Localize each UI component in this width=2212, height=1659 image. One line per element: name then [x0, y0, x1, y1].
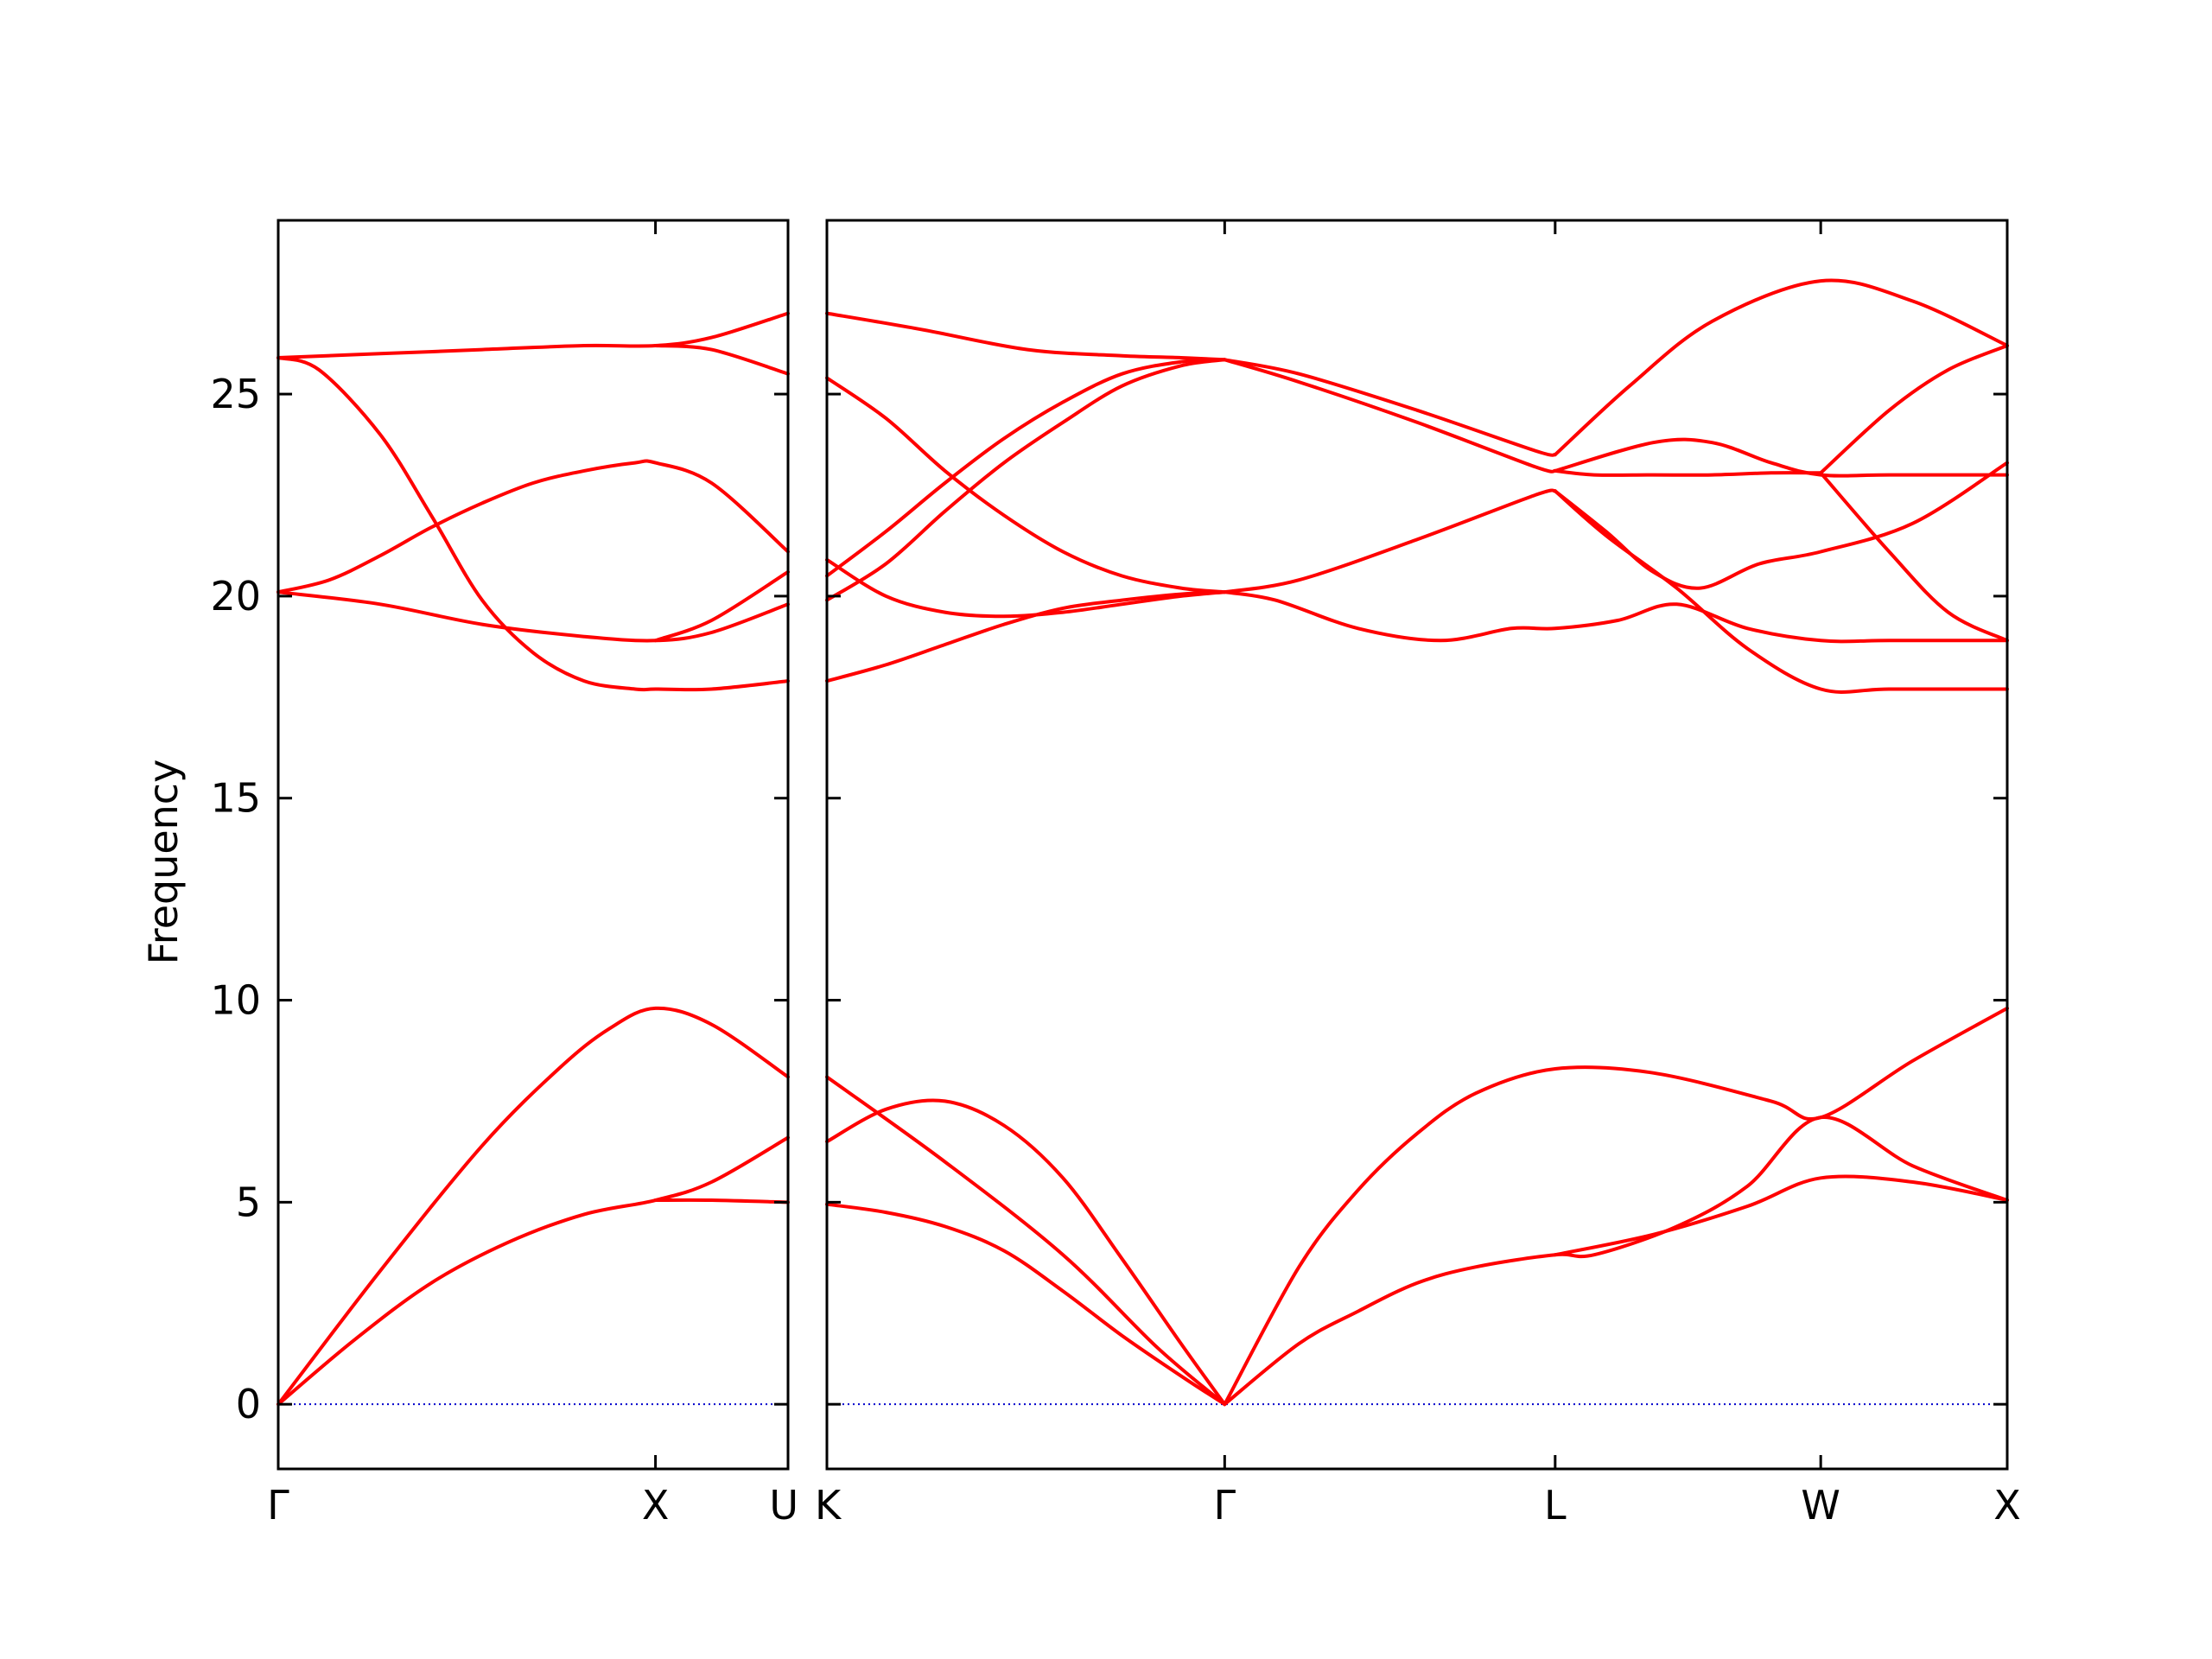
x-tick-label-right: X — [1993, 1482, 2021, 1529]
y-tick-label: 20 — [210, 573, 261, 620]
y-tick-label: 15 — [210, 775, 261, 822]
y-tick-label: 0 — [236, 1381, 261, 1427]
x-tick-label-right: Γ — [1214, 1482, 1236, 1529]
left-panel-band-8 — [653, 344, 790, 376]
left-panel-band-5 — [276, 356, 790, 692]
left-panel-band-4 — [276, 311, 790, 359]
right-panel-band-9 — [1553, 278, 2009, 457]
x-tick-label-left: X — [642, 1482, 670, 1529]
left-panel-band-9 — [653, 569, 790, 643]
left-panel-band-2 — [276, 1135, 790, 1407]
x-tick-label-left: Γ — [267, 1482, 289, 1529]
right-panel-band-23 — [1819, 471, 2009, 643]
left-panel: 0 5 10 15 20 25 Γ X U — [210, 219, 798, 1529]
y-tick-label: 25 — [210, 371, 261, 417]
right-panel-band-15 — [825, 590, 1227, 683]
y-tick-label: 10 — [210, 977, 261, 1024]
right-panel-band-20 — [1553, 489, 2009, 694]
right-panel-band-12 — [1223, 358, 1557, 474]
right-panel-band-11 — [825, 358, 1227, 602]
x-tick-label-left: U — [769, 1482, 798, 1529]
left-panel-band-1 — [276, 1006, 790, 1407]
x-tick-label-right: K — [815, 1482, 842, 1529]
left-panel-band-6 — [276, 459, 790, 594]
y-axis-label: Frequency — [140, 760, 187, 965]
right-panel-band-1 — [825, 1075, 1227, 1407]
right-panel-band-13 — [825, 376, 1227, 594]
x-tick-label-right: W — [1801, 1482, 1840, 1529]
left-panel-frame — [276, 219, 790, 1471]
right-panel-band-8 — [1223, 358, 1557, 457]
right-panel-bands — [825, 278, 2009, 1407]
right-panel-band-16 — [1223, 488, 1557, 594]
left-panel-bands — [276, 311, 790, 1407]
right-panel-band-6 — [1553, 1174, 2009, 1257]
right-panel-band-21 — [1553, 461, 2009, 590]
right-panel-band-17 — [1223, 590, 2009, 644]
y-tick-label: 5 — [236, 1179, 261, 1225]
left-panel-ticks: 0 5 10 15 20 25 Γ X U — [210, 220, 798, 1529]
right-panel-band-10 — [825, 358, 1227, 578]
right-panel-band-5 — [1223, 1116, 2009, 1407]
right-panel-band-19 — [1553, 468, 1823, 477]
left-panel-band-7 — [276, 590, 790, 643]
x-tick-label-right: L — [1544, 1482, 1567, 1529]
right-panel-band-18 — [1553, 437, 2009, 478]
left-panel-band-3 — [653, 1198, 790, 1205]
right-panel-band-2 — [825, 1202, 1227, 1407]
right-panel-band-22 — [1819, 344, 2009, 475]
right-panel-band-3 — [825, 1098, 1227, 1407]
right-panel-band-7 — [825, 311, 1227, 362]
right-panel-frame — [825, 219, 2009, 1471]
right-panel-band-4 — [1223, 1006, 2009, 1407]
